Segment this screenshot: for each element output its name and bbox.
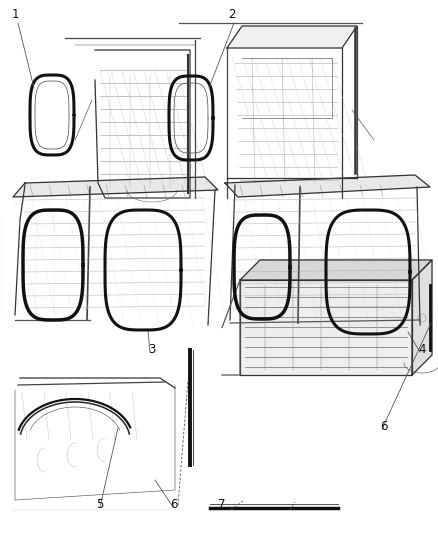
Polygon shape: [13, 177, 218, 197]
Text: 6: 6: [380, 420, 388, 433]
Text: 2: 2: [228, 8, 236, 21]
Text: 3: 3: [148, 343, 155, 356]
Text: 5: 5: [96, 498, 103, 511]
Text: 1: 1: [12, 8, 20, 21]
Polygon shape: [225, 175, 430, 197]
Polygon shape: [412, 260, 432, 375]
Text: 7: 7: [218, 498, 226, 511]
Text: 4: 4: [418, 343, 425, 356]
Text: 6: 6: [170, 498, 177, 511]
Polygon shape: [240, 260, 432, 280]
Polygon shape: [227, 26, 357, 48]
Polygon shape: [240, 280, 412, 375]
